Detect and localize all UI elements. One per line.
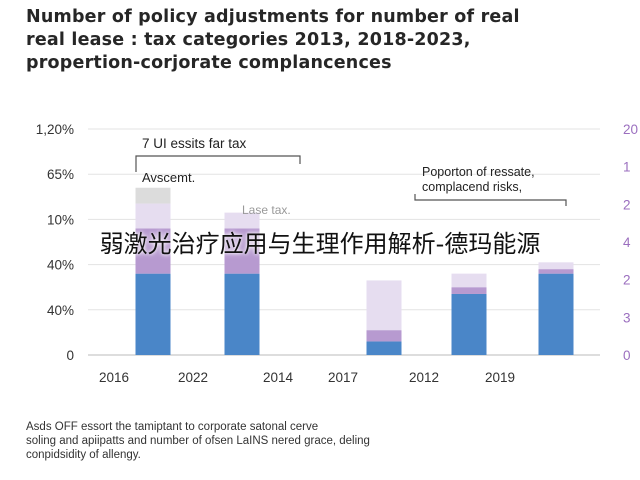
left-axis: 1,20% 65% 10% 40% 40% 0 xyxy=(36,122,74,363)
bar-segment xyxy=(366,280,402,331)
bar-segment xyxy=(135,273,171,355)
bar-segment xyxy=(451,287,487,294)
x-axis: 2016 2022 2014 2017 2012 2019 xyxy=(99,370,515,385)
title-line-3: propertion-corjorate complancences xyxy=(26,53,392,73)
x-tick-label: 2019 xyxy=(485,370,515,385)
footnote-line-1: Asds OFF essort the tamiptant to corpora… xyxy=(26,421,319,433)
bar2-label: Lase tax. xyxy=(242,203,291,217)
bar-segment xyxy=(451,273,487,288)
bar-segment xyxy=(224,228,260,274)
grid-lines xyxy=(88,128,600,356)
x-tick-label: 2017 xyxy=(328,370,358,385)
x-tick-label: 2016 xyxy=(99,370,129,385)
bar1-label: Avscemt. xyxy=(142,170,195,185)
right-tick-label: 20 xyxy=(623,122,638,137)
chart-title: Number of policy adjustments for number … xyxy=(26,6,626,75)
bar-segment xyxy=(538,262,574,270)
bar-segment xyxy=(366,341,402,355)
right-tick-label: 3 xyxy=(623,310,631,325)
title-line-2: real lease : tax categories 2013, 2018-2… xyxy=(26,30,471,50)
left-tick-label: 65% xyxy=(47,167,74,182)
left-tick-label: 0 xyxy=(66,348,74,363)
overlay-caption: 弱激光治疗应用与生理作用解析-德玛能源 xyxy=(99,230,541,258)
footnote: Asds OFF essort the tamiptant to corpora… xyxy=(26,420,586,462)
x-tick-label: 2014 xyxy=(263,370,294,385)
bar-segment xyxy=(451,293,487,355)
x-tick-label: 2022 xyxy=(178,370,208,385)
bar-segment xyxy=(224,273,260,355)
right-tick-label: 2 xyxy=(623,197,631,212)
bar-segment xyxy=(538,269,574,274)
bar-segment xyxy=(135,228,171,274)
right-tick-label: 2 xyxy=(623,273,631,288)
x-tick-label: 2012 xyxy=(409,370,439,385)
title-line-1: Number of policy adjustments for number … xyxy=(26,7,520,27)
left-tick-label: 40% xyxy=(47,303,74,318)
bar-group xyxy=(135,187,574,355)
bar-segment xyxy=(366,330,402,342)
left-tick-label: 1,20% xyxy=(36,122,74,137)
right-tick-label: 1 xyxy=(623,160,631,175)
bar-segment xyxy=(538,273,574,355)
bracket-label: 7 UI essits far tax xyxy=(142,136,247,151)
bar-segment xyxy=(135,203,171,229)
footnote-line-3: conpidsidity of allengy. xyxy=(26,449,141,461)
footnote-line-2: soling and apiipatts and number of ofsen… xyxy=(26,435,370,447)
right-tick-label: 4 xyxy=(623,235,631,250)
left-tick-label: 10% xyxy=(47,212,74,227)
right-bracket-line xyxy=(414,194,567,206)
right-label-line-1: Poporton of ressate, xyxy=(422,165,535,179)
right-label-line-2: complacend risks, xyxy=(422,180,522,194)
bracket-line xyxy=(135,155,301,172)
bar-segment xyxy=(135,187,171,204)
right-tick-label: 0 xyxy=(623,348,631,363)
bar-segment xyxy=(224,212,260,229)
left-tick-label: 40% xyxy=(47,258,74,273)
